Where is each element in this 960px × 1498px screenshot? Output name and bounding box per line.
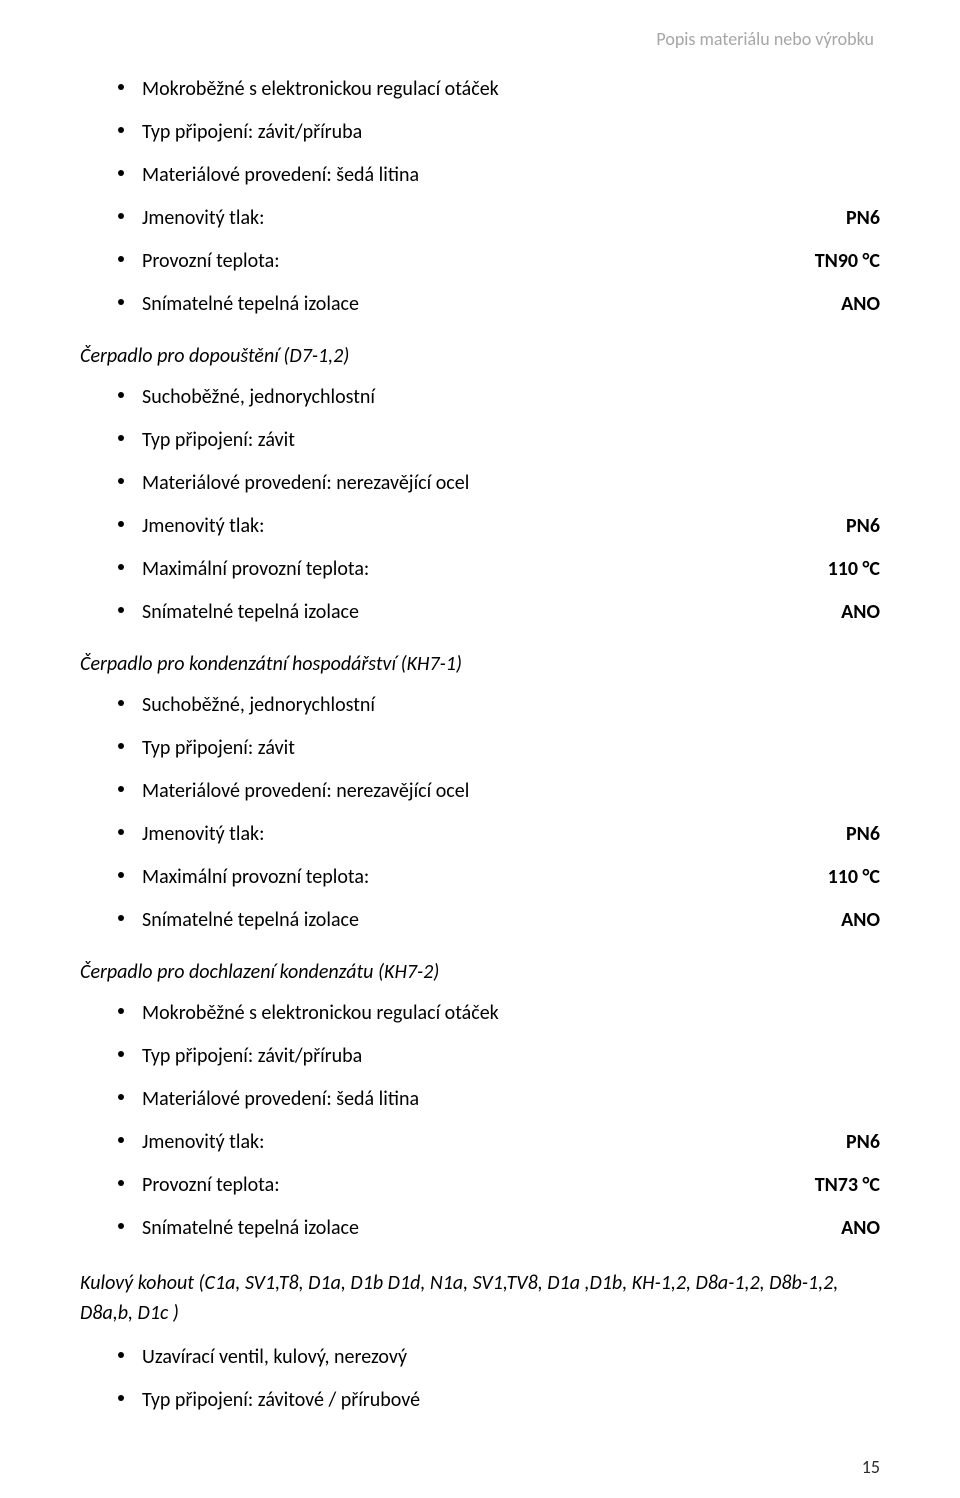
footnote-title: Kulový kohout (C1a, SV1,T8, D1a, D1b D1d… <box>80 1268 880 1328</box>
item-label: Snímatelné tepelná izolace <box>142 597 801 628</box>
item-value: PN6 <box>806 1127 880 1158</box>
item-label: Jmenovitý tlak: <box>142 819 806 850</box>
item-value: ANO <box>801 1213 880 1244</box>
item-label: Jmenovitý tlak: <box>142 1127 806 1158</box>
list-item: Materiálové provedení: nerezavějící ocel <box>118 462 880 505</box>
item-label: Suchoběžné, jednorychlostní <box>142 690 880 721</box>
list-item: Maximální provozní teplota:110 °C <box>118 548 880 591</box>
item-label: Typ připojení: závit <box>142 425 880 456</box>
item-label: Materiálové provedení: nerezavějící ocel <box>142 776 880 807</box>
item-label: Provozní teplota: <box>142 246 775 277</box>
list-item: Materiálové provedení: šedá litina <box>118 1078 880 1121</box>
item-value: ANO <box>801 905 880 936</box>
list-item: Typ připojení: závit/příruba <box>118 1035 880 1078</box>
list-item: Jmenovitý tlak:PN6 <box>118 505 880 548</box>
list-item: Suchoběžné, jednorychlostní <box>118 684 880 727</box>
list-item: Typ připojení: závit <box>118 419 880 462</box>
list-item: Mokroběžné s elektronickou regulací otáč… <box>118 68 880 111</box>
item-label: Typ připojení: závitové / přírubové <box>142 1385 880 1416</box>
list-item: Uzavírací ventil, kulový, nerezový <box>118 1336 880 1379</box>
item-label: Jmenovitý tlak: <box>142 511 806 542</box>
page-header-right: Popis materiálu nebo výrobku <box>80 28 880 50</box>
list-item: Jmenovitý tlak:PN6 <box>118 1121 880 1164</box>
section-title-1: Čerpadlo pro dopouštění (D7-1,2) <box>80 344 880 368</box>
list-item: Snímatelné tepelná izolaceANO <box>118 899 880 942</box>
item-label: Typ připojení: závit <box>142 733 880 764</box>
item-label: Typ připojení: závit/příruba <box>142 1041 880 1072</box>
item-label: Materiálové provedení: šedá litina <box>142 160 880 191</box>
item-label: Materiálové provedení: nerezavějící ocel <box>142 468 880 499</box>
section-title-3: Čerpadlo pro dochlazení kondenzátu (KH7-… <box>80 960 880 984</box>
page: Popis materiálu nebo výrobku Mokroběžné … <box>0 0 960 1498</box>
list-item: Snímatelné tepelná izolaceANO <box>118 283 880 326</box>
item-value: TN90 °C <box>775 246 880 277</box>
list-item: Snímatelné tepelná izolaceANO <box>118 591 880 634</box>
list-item: Jmenovitý tlak:PN6 <box>118 197 880 240</box>
item-value: PN6 <box>806 203 880 234</box>
spec-list-2: Suchoběžné, jednorychlostní Typ připojen… <box>80 684 880 942</box>
list-item: Provozní teplota:TN73 °C <box>118 1164 880 1207</box>
list-item: Mokroběžné s elektronickou regulací otáč… <box>118 992 880 1035</box>
item-value: TN73 °C <box>775 1170 880 1201</box>
list-item: Provozní teplota:TN90 °C <box>118 240 880 283</box>
item-value: PN6 <box>806 819 880 850</box>
spec-list-3: Mokroběžné s elektronickou regulací otáč… <box>80 992 880 1250</box>
item-label: Snímatelné tepelná izolace <box>142 289 801 320</box>
item-label: Snímatelné tepelná izolace <box>142 1213 801 1244</box>
item-label: Mokroběžné s elektronickou regulací otáč… <box>142 998 880 1029</box>
list-item: Maximální provozní teplota:110 °C <box>118 856 880 899</box>
page-number: 15 <box>862 1456 880 1478</box>
item-label: Uzavírací ventil, kulový, nerezový <box>142 1342 880 1373</box>
item-label: Snímatelné tepelná izolace <box>142 905 801 936</box>
item-value: ANO <box>801 289 880 320</box>
item-label: Maximální provozní teplota: <box>142 862 788 893</box>
list-item: Materiálové provedení: šedá litina <box>118 154 880 197</box>
list-item: Typ připojení: závitové / přírubové <box>118 1379 880 1422</box>
list-item: Jmenovitý tlak:PN6 <box>118 813 880 856</box>
section-title-2: Čerpadlo pro kondenzátní hospodářství (K… <box>80 652 880 676</box>
item-value: ANO <box>801 597 880 628</box>
item-label: Maximální provozní teplota: <box>142 554 788 585</box>
item-label: Suchoběžné, jednorychlostní <box>142 382 880 413</box>
item-label: Mokroběžné s elektronickou regulací otáč… <box>142 74 880 105</box>
list-item: Typ připojení: závit/příruba <box>118 111 880 154</box>
item-label: Typ připojení: závit/příruba <box>142 117 880 148</box>
list-item: Materiálové provedení: nerezavějící ocel <box>118 770 880 813</box>
item-value: 110 °C <box>788 554 880 585</box>
item-value: PN6 <box>806 511 880 542</box>
spec-list-0: Mokroběžné s elektronickou regulací otáč… <box>80 68 880 326</box>
list-item: Snímatelné tepelná izolaceANO <box>118 1207 880 1250</box>
list-item: Typ připojení: závit <box>118 727 880 770</box>
spec-list-footnote: Uzavírací ventil, kulový, nerezový Typ p… <box>80 1336 880 1422</box>
spec-list-1: Suchoběžné, jednorychlostní Typ připojen… <box>80 376 880 634</box>
item-label: Jmenovitý tlak: <box>142 203 806 234</box>
item-label: Provozní teplota: <box>142 1170 775 1201</box>
item-label: Materiálové provedení: šedá litina <box>142 1084 880 1115</box>
list-item: Suchoběžné, jednorychlostní <box>118 376 880 419</box>
item-value: 110 °C <box>788 862 880 893</box>
